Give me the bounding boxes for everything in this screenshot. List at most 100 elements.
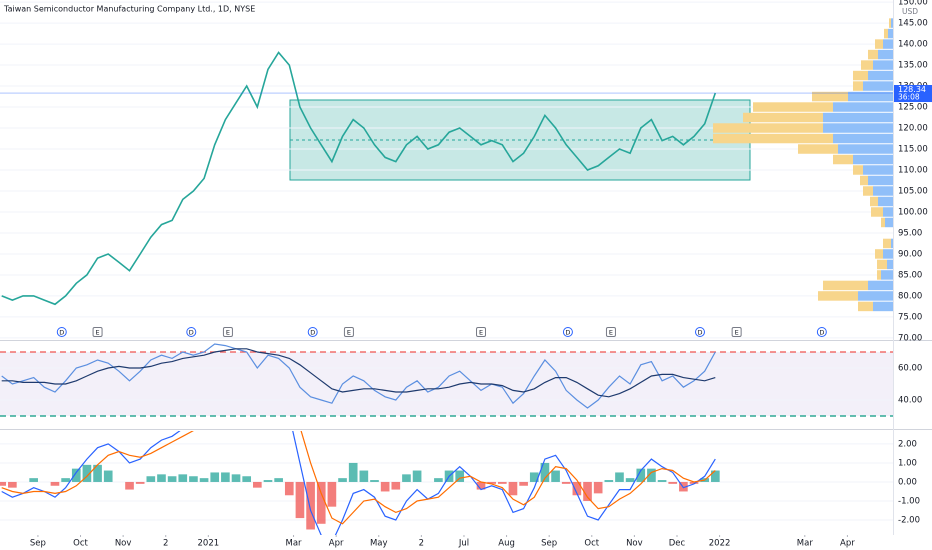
y-tick-label: 85.00 (898, 270, 922, 280)
profile-up (863, 81, 893, 91)
profile-up (868, 280, 893, 291)
macd-histogram-bar (519, 481, 528, 486)
x-tick-label: Oct (73, 539, 88, 549)
profile-up (878, 196, 893, 207)
event-label: E (479, 329, 483, 337)
macd-histogram-bar (689, 481, 699, 484)
x-tick-label: Nov (626, 539, 643, 549)
macd-histogram-bar (497, 481, 507, 484)
profile-up (883, 249, 893, 259)
profile-up (878, 49, 893, 60)
profile-up (888, 28, 893, 39)
event-icon (222, 327, 233, 337)
y-tick-label: 2.00 (898, 439, 917, 449)
profile-up (833, 133, 893, 144)
profile-up (853, 154, 893, 165)
macd-histogram-bar (284, 481, 294, 496)
profile-down (818, 291, 858, 301)
macd-histogram-bar (242, 476, 252, 482)
macd-histogram-bar (412, 470, 422, 482)
y-tick-label: 115.00 (898, 145, 928, 155)
countdown: 36:08 (898, 93, 920, 102)
profile-up (873, 301, 893, 312)
macd-histogram-bar (263, 480, 273, 482)
x-tick-label: Apr (329, 539, 344, 549)
y-tick-label: 100.00 (898, 207, 928, 217)
profile-up (838, 144, 893, 154)
profile-up (881, 270, 893, 280)
y-tick-label: 40.00 (898, 396, 922, 406)
macd-histogram-bar (348, 462, 358, 482)
x-tick-label: Jul (458, 539, 469, 549)
profile-up (885, 217, 893, 228)
x-tick-label: Sep (541, 539, 557, 549)
last-price-label: 128.34 (898, 85, 926, 94)
profile-up (883, 207, 893, 217)
profile-up (868, 175, 893, 186)
macd-histogram-bar (657, 480, 667, 482)
profile-up (873, 186, 893, 196)
profile-up (868, 70, 893, 81)
macd-histogram-bar (178, 474, 188, 482)
y-tick-label: 120.00 (898, 124, 928, 134)
macd-histogram-bar (189, 476, 198, 482)
macd-histogram-bar (370, 480, 379, 482)
event-icon (605, 327, 616, 337)
profile-down (833, 154, 853, 165)
macd-histogram-bar (476, 481, 486, 490)
y-tick-label: 135.00 (898, 61, 928, 71)
profile-up (863, 165, 893, 175)
series-line (1, 343, 716, 409)
macd-histogram-bar (583, 481, 592, 501)
profile-down (889, 18, 891, 28)
event-label: D (819, 329, 824, 337)
macd-histogram-bar (593, 481, 603, 494)
macd-histogram-bar (540, 462, 550, 482)
event-label: E (735, 329, 739, 337)
y-tick-label: 0.00 (898, 477, 917, 487)
x-tick-label: Nov (115, 539, 132, 549)
last-price-box (894, 85, 932, 103)
y-tick-label: 105.00 (898, 186, 928, 196)
pane (0, 431, 893, 535)
macd-histogram-bar (210, 472, 220, 482)
macd-histogram-bar (402, 474, 411, 482)
profile-down (877, 259, 887, 270)
event-icon (476, 327, 487, 337)
x-tick-label: 2 (419, 539, 424, 549)
x-tick-label: Sep (30, 539, 46, 549)
macd-histogram-bar (93, 464, 102, 482)
event-icon (186, 327, 197, 337)
x-tick-label: 2022 (709, 539, 731, 549)
rsi-band-fill (0, 352, 893, 417)
profile-up (891, 238, 893, 249)
macd-histogram-bar (338, 478, 347, 482)
profile-down (883, 238, 891, 249)
x-tick-label: Apr (840, 539, 855, 549)
profile-up (873, 60, 893, 70)
macd-histogram-bar (434, 478, 443, 482)
profile-down (812, 91, 848, 102)
profile-down (798, 144, 838, 154)
series-line (1, 431, 716, 535)
profile-down (868, 49, 878, 60)
y-tick-label: 125.00 (898, 103, 928, 113)
event-icon (56, 327, 67, 337)
macd-histogram-bar (316, 481, 326, 524)
x-tick-label: Oct (584, 539, 599, 549)
macd-histogram-bar (82, 464, 92, 482)
macd-histogram-bar (604, 480, 614, 482)
event-label: D (189, 329, 194, 337)
profile-up (823, 123, 893, 133)
profile-down (875, 249, 883, 259)
macd-histogram-bar (572, 481, 582, 496)
macd-histogram-bar (295, 481, 305, 519)
y-tick-label: 110.00 (898, 166, 928, 176)
macd-histogram-bar (508, 481, 518, 496)
event-icon (562, 327, 573, 337)
macd-histogram-bar (711, 470, 720, 482)
profile-down (823, 280, 868, 291)
macd-histogram-bar (668, 481, 678, 484)
macd-histogram-bar (71, 468, 81, 482)
x-tick-label: May (370, 539, 388, 549)
